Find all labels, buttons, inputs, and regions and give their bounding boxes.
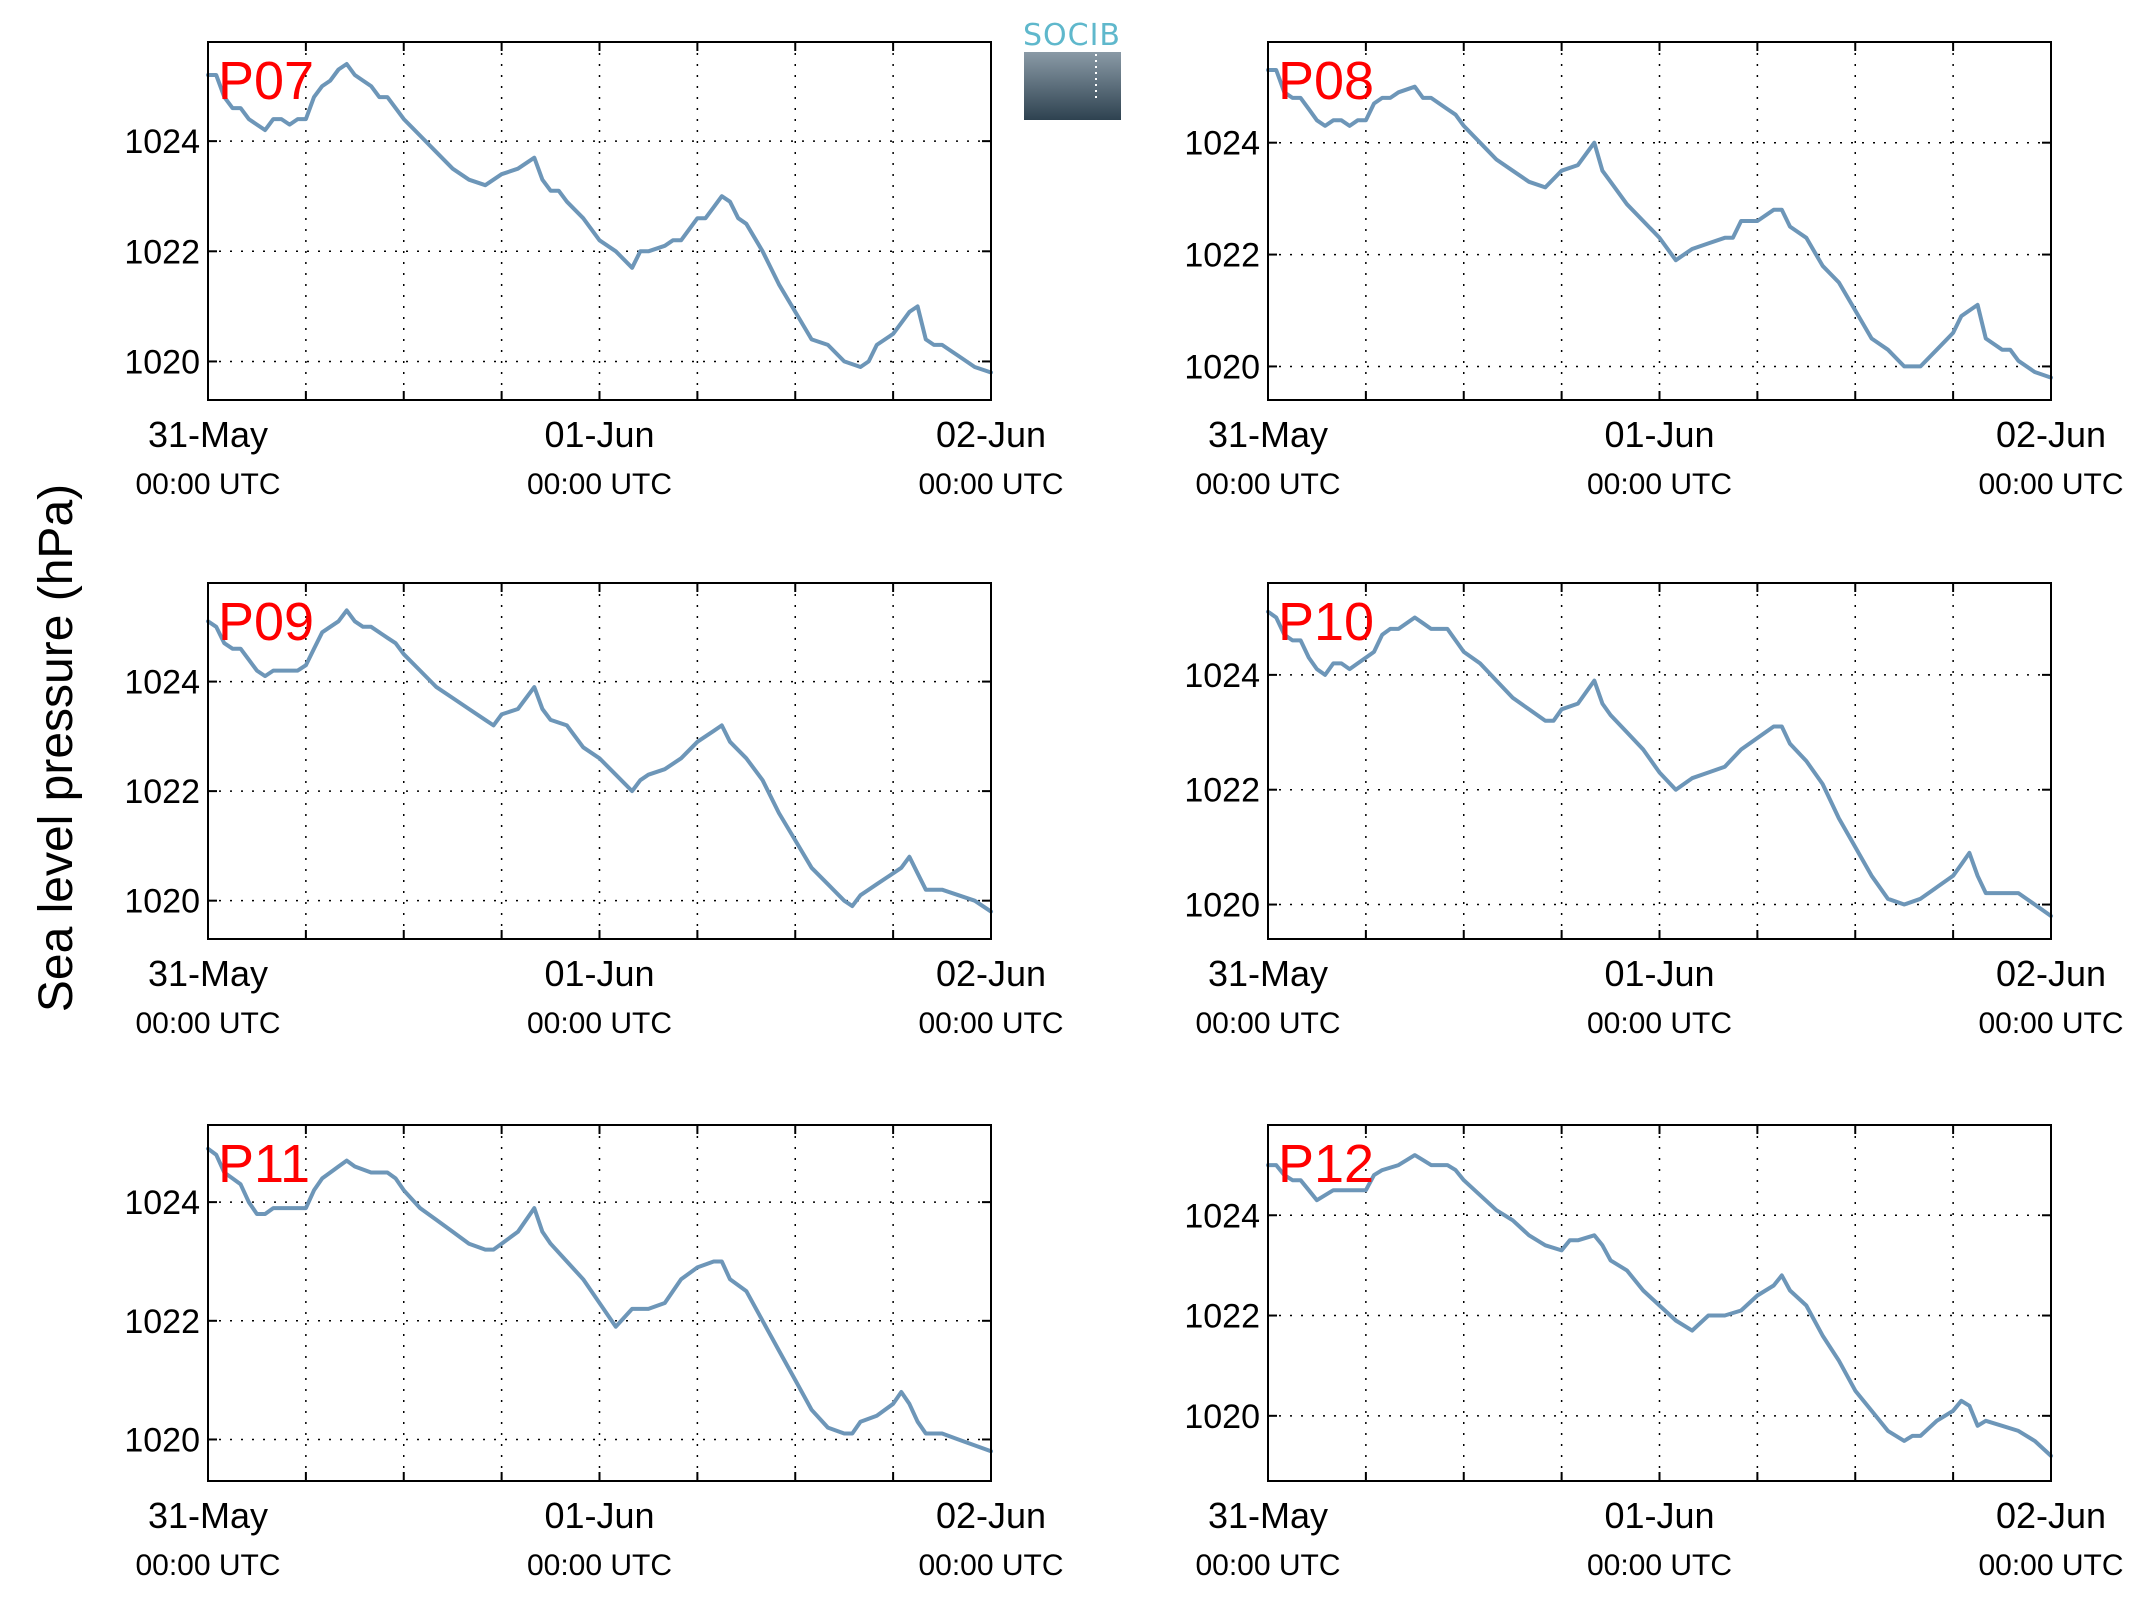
x-tick-label-date: 01-Jun xyxy=(544,953,654,994)
y-tick-label: 1020 xyxy=(124,343,200,381)
chart-panel-p10: 1020 1022 1024 31-May 00:00 UTC 01-Jun 00:00 U… xyxy=(1184,582,2124,1040)
x-tick-label-time: 00:00 UTC xyxy=(1978,1549,2123,1582)
x-tick-label-date: 31-May xyxy=(1208,414,1328,455)
x-tick-label-date: 31-May xyxy=(1208,1495,1328,1536)
station-label-p07: P07 xyxy=(218,51,314,111)
x-tick-label-date: 01-Jun xyxy=(544,1495,654,1536)
socib-logo-block xyxy=(1024,52,1121,120)
series-line-p09 xyxy=(206,608,993,914)
x-tick-label-date: 02-Jun xyxy=(936,414,1046,455)
x-tick-label-date: 02-Jun xyxy=(1996,1495,2106,1536)
x-tick-label-date: 31-May xyxy=(148,1495,268,1536)
x-tick-label-time: 00:00 UTC xyxy=(1195,468,1340,501)
x-tick-label-date: 02-Jun xyxy=(936,953,1046,994)
socib-logo: SOCIB xyxy=(1023,18,1121,120)
station-label-p10: P10 xyxy=(1278,592,1374,652)
y-tick-label: 1024 xyxy=(124,1184,200,1222)
y-tick-label: 1024 xyxy=(124,123,200,161)
x-tick-label-time: 00:00 UTC xyxy=(1978,1007,2123,1040)
x-tick-label-time: 00:00 UTC xyxy=(918,468,1063,501)
y-tick-label: 1020 xyxy=(124,1421,200,1459)
station-label-p12: P12 xyxy=(1278,1134,1374,1194)
y-axis-label: Sea level pressure (hPa) xyxy=(30,484,83,1012)
x-tick-label-date: 01-Jun xyxy=(1604,414,1714,455)
y-tick-label: 1020 xyxy=(1184,887,1260,925)
y-tick-label: 1022 xyxy=(124,773,200,811)
station-label-p09: P09 xyxy=(218,592,314,652)
chart-panel-p12: 1020 1022 1024 31-May 00:00 UTC 01-Jun 00:00 U… xyxy=(1184,1124,2124,1582)
y-tick-label: 1020 xyxy=(1184,348,1260,386)
x-tick-label-time: 00:00 UTC xyxy=(918,1007,1063,1040)
series-line-p11 xyxy=(206,1146,993,1454)
y-tick-label: 1022 xyxy=(1184,772,1260,810)
x-tick-label-date: 31-May xyxy=(148,953,268,994)
chart-panel-p08: 1020 1022 1024 31-May 00:00 UTC 01-Jun 00:00 U… xyxy=(1184,41,2124,501)
series-line-p07 xyxy=(206,62,993,375)
x-tick-label-time: 00:00 UTC xyxy=(1195,1007,1340,1040)
plot-frame xyxy=(207,41,992,401)
y-tick-label: 1022 xyxy=(124,233,200,271)
socib-logo-text: SOCIB xyxy=(1023,18,1121,53)
x-tick-label-time: 00:00 UTC xyxy=(1587,468,1732,501)
series-line-p12 xyxy=(1266,1153,2053,1458)
y-tick-label: 1024 xyxy=(1184,657,1260,695)
x-tick-label-date: 01-Jun xyxy=(544,414,654,455)
x-tick-label-date: 31-May xyxy=(1208,953,1328,994)
x-tick-label-date: 01-Jun xyxy=(1604,1495,1714,1536)
x-tick-label-date: 02-Jun xyxy=(936,1495,1046,1536)
x-tick-label-date: 01-Jun xyxy=(1604,953,1714,994)
x-tick-label-time: 00:00 UTC xyxy=(527,468,672,501)
y-tick-label: 1022 xyxy=(1184,237,1260,275)
station-label-p11: P11 xyxy=(218,1134,310,1194)
x-tick-label-time: 00:00 UTC xyxy=(1587,1549,1732,1582)
x-tick-label-time: 00:00 UTC xyxy=(135,1007,280,1040)
y-tick-label: 1024 xyxy=(1184,125,1260,163)
chart-panel-p07: 1020 1022 1024 31-May 00:00 UTC 01-Jun 00:00 U… xyxy=(124,41,1064,501)
y-tick-label: 1020 xyxy=(1184,1398,1260,1436)
chart-panel-p09: 1020 1022 1024 31-May 00:00 UTC 01-Jun 00:00 U… xyxy=(124,582,1064,1040)
x-tick-label-date: 31-May xyxy=(148,414,268,455)
y-tick-label: 1022 xyxy=(1184,1298,1260,1336)
plot-frame xyxy=(1267,41,2052,401)
x-tick-label-date: 02-Jun xyxy=(1996,414,2106,455)
x-tick-label-time: 00:00 UTC xyxy=(135,1549,280,1582)
x-tick-label-time: 00:00 UTC xyxy=(1587,1007,1732,1040)
y-tick-label: 1024 xyxy=(124,664,200,702)
y-tick-label: 1022 xyxy=(124,1303,200,1341)
chart-panel-p11: 1020 1022 1024 31-May 00:00 UTC 01-Jun 00:00 U… xyxy=(124,1124,1064,1582)
y-tick-label: 1024 xyxy=(1184,1197,1260,1235)
series-line-p08 xyxy=(1266,68,2053,380)
series-line-p10 xyxy=(1266,609,2053,918)
x-tick-label-time: 00:00 UTC xyxy=(527,1549,672,1582)
y-tick-label: 1020 xyxy=(124,883,200,921)
x-tick-label-time: 00:00 UTC xyxy=(135,468,280,501)
x-tick-label-time: 00:00 UTC xyxy=(918,1549,1063,1582)
x-tick-label-date: 02-Jun xyxy=(1996,953,2106,994)
station-label-p08: P08 xyxy=(1278,51,1374,111)
x-tick-label-time: 00:00 UTC xyxy=(527,1007,672,1040)
x-tick-label-time: 00:00 UTC xyxy=(1195,1549,1340,1582)
x-tick-label-time: 00:00 UTC xyxy=(1978,468,2123,501)
